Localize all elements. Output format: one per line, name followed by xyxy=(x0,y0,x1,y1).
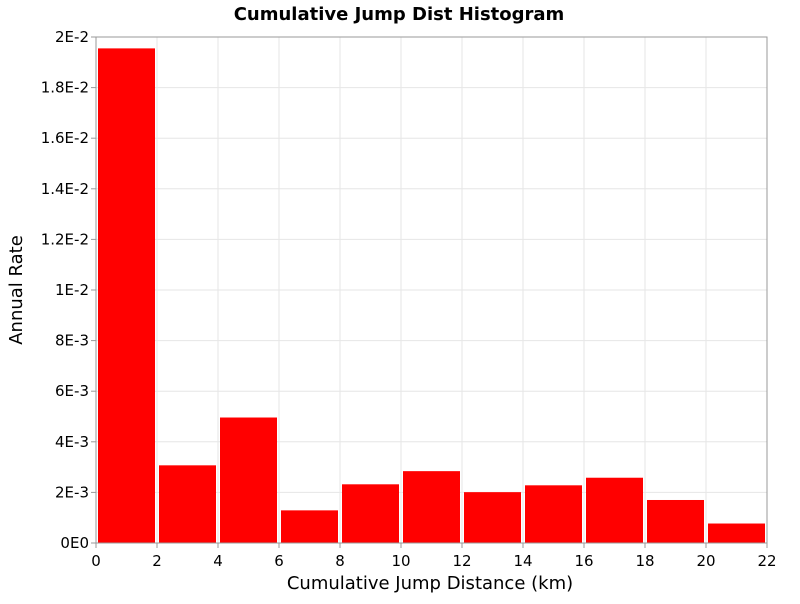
y-tick-label: 1.8E-2 xyxy=(41,79,89,97)
histogram-bar xyxy=(708,523,765,543)
x-tick-label: 18 xyxy=(635,552,654,570)
x-tick-label: 20 xyxy=(696,552,715,570)
grid-lines xyxy=(95,36,768,544)
histogram-bar xyxy=(647,499,704,543)
x-tick-label: 14 xyxy=(513,552,532,570)
x-tick-label: 0 xyxy=(91,552,101,570)
x-tick-label: 6 xyxy=(274,552,284,570)
x-tick-label: 22 xyxy=(757,552,776,570)
x-tick-label: 4 xyxy=(213,552,223,570)
histogram-bar xyxy=(403,471,460,543)
x-tick-label: 12 xyxy=(452,552,471,570)
y-tick-label: 2E-2 xyxy=(55,28,89,46)
histogram-bar xyxy=(98,48,155,543)
y-tick-label: 8E-3 xyxy=(55,332,89,350)
histogram-bar xyxy=(281,510,338,543)
y-tick-label: 1E-2 xyxy=(55,281,89,299)
axis-ticks: 0 2 4 6 8 10 12 14 16 18 20 22 0E0 2E-3 4E-3 6E-3 8E-3 1E… xyxy=(41,28,777,570)
y-tick-label: 0E0 xyxy=(60,534,89,552)
chart-title: Cumulative Jump Dist Histogram xyxy=(234,4,565,25)
histogram-bar xyxy=(220,417,277,543)
x-tick-label: 10 xyxy=(391,552,410,570)
histogram-bar xyxy=(586,477,643,543)
histogram-bar xyxy=(464,492,521,543)
x-tick-label: 2 xyxy=(152,552,162,570)
y-tick-label: 4E-3 xyxy=(55,433,89,451)
histogram-bar xyxy=(342,484,399,543)
y-tick-label: 1.2E-2 xyxy=(41,230,89,248)
histogram-bar xyxy=(525,485,582,543)
x-axis-label: Cumulative Jump Distance (km) xyxy=(287,573,573,594)
histogram-bar xyxy=(159,465,216,543)
x-tick-label: 8 xyxy=(335,552,345,570)
y-tick-label: 6E-3 xyxy=(55,382,89,400)
y-axis-label: Annual Rate xyxy=(6,235,27,345)
y-tick-label: 2E-3 xyxy=(55,483,89,501)
x-tick-label: 16 xyxy=(574,552,593,570)
bars-group xyxy=(98,48,765,543)
y-tick-label: 1.6E-2 xyxy=(41,129,89,147)
y-tick-label: 1.4E-2 xyxy=(41,180,89,198)
